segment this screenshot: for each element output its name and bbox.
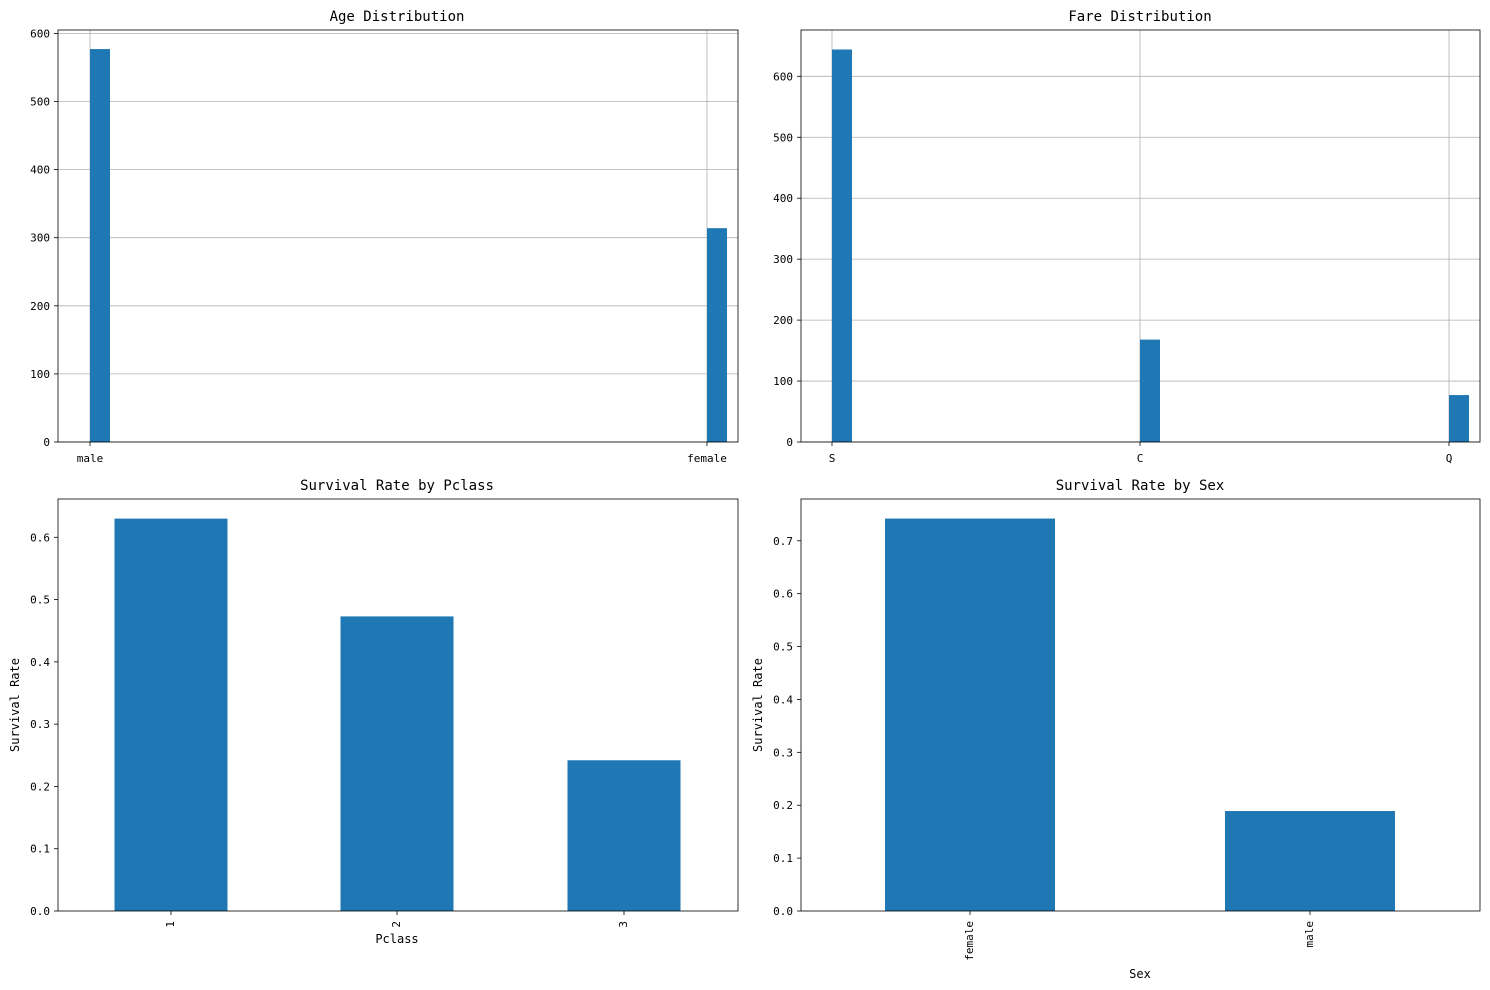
- bar: [832, 49, 852, 442]
- y-tick-label: 300: [30, 232, 50, 245]
- y-tick-label: 0.4: [773, 693, 793, 706]
- chart-title: Age Distribution: [330, 9, 465, 25]
- y-tick-label: 0.5: [773, 641, 793, 654]
- x-tick-label: Q: [1446, 452, 1453, 465]
- y-axis-label: Survival Rate: [8, 658, 22, 752]
- survival-rate-by-sex-chart: Survival Rate by Sex Sex Survival Rate 0…: [751, 478, 1481, 981]
- x-tick-label: male: [1303, 921, 1316, 948]
- y-tick-label: 500: [30, 96, 50, 109]
- fare-distribution-chart: Fare Distribution 0 100 200 300 400 500 600 S C Q: [773, 9, 1481, 465]
- chart-title: Survival Rate by Sex: [1056, 478, 1225, 494]
- y-tick-label: 0.2: [30, 780, 50, 793]
- y-tick-label: 0: [43, 436, 50, 449]
- y-tick-label: 500: [773, 131, 793, 144]
- x-axis-label: Pclass: [375, 932, 418, 946]
- bar: [114, 518, 228, 911]
- y-tick-label: 100: [773, 375, 793, 388]
- y-tick-label: 0.1: [30, 843, 50, 856]
- y-tick-label: 0.4: [30, 656, 50, 669]
- bar: [1225, 811, 1395, 911]
- y-tick-label: 0.0: [30, 905, 50, 918]
- x-tick-label: female: [687, 452, 727, 465]
- y-tick-label: 400: [30, 164, 50, 177]
- y-tick-label: 0.3: [773, 746, 793, 759]
- y-tick-label: 0.0: [773, 905, 793, 918]
- y-tick-label: 100: [30, 368, 50, 381]
- y-tick-label: 0.5: [30, 594, 50, 607]
- axes-frame: [800, 29, 1481, 443]
- bar: [340, 616, 454, 911]
- y-tick-label: 0.1: [773, 852, 793, 865]
- survival-rate-by-pclass-chart: Survival Rate by Pclass Pclass Survival …: [8, 478, 739, 946]
- y-tick-label: 200: [773, 314, 793, 327]
- y-tick-label: 400: [773, 192, 793, 205]
- x-tick-label: 2: [390, 921, 403, 928]
- bar: [1449, 395, 1469, 442]
- axes-frame: [57, 498, 739, 912]
- x-tick-label: female: [963, 921, 976, 961]
- chart-title: Fare Distribution: [1068, 9, 1211, 25]
- bar: [707, 228, 727, 442]
- bar: [90, 49, 110, 442]
- axes-frame: [57, 29, 739, 443]
- chart-title: Survival Rate by Pclass: [300, 478, 494, 494]
- x-tick-label: male: [77, 452, 104, 465]
- x-tick-label: 3: [617, 921, 630, 928]
- y-tick-label: 0.6: [773, 588, 793, 601]
- bar: [885, 518, 1055, 911]
- x-tick-label: 1: [164, 921, 177, 928]
- x-axis-label: Sex: [1129, 967, 1151, 981]
- y-tick-label: 0: [786, 436, 793, 449]
- y-tick-label: 600: [30, 27, 50, 40]
- y-tick-label: 0.7: [773, 535, 793, 548]
- axes-frame: [800, 498, 1481, 912]
- y-axis-label: Survival Rate: [751, 658, 765, 752]
- age-distribution-chart: Age Distribution 0 100 200 300 400 500 600 male…: [30, 9, 739, 465]
- y-tick-label: 0.6: [30, 531, 50, 544]
- y-tick-label: 0.2: [773, 799, 793, 812]
- bar: [567, 760, 681, 911]
- y-tick-label: 0.3: [30, 718, 50, 731]
- x-tick-label: S: [829, 452, 836, 465]
- y-tick-label: 300: [773, 253, 793, 266]
- y-tick-label: 200: [30, 300, 50, 313]
- y-tick-label: 600: [773, 70, 793, 83]
- x-tick-label: C: [1137, 452, 1144, 465]
- bar: [1140, 339, 1160, 442]
